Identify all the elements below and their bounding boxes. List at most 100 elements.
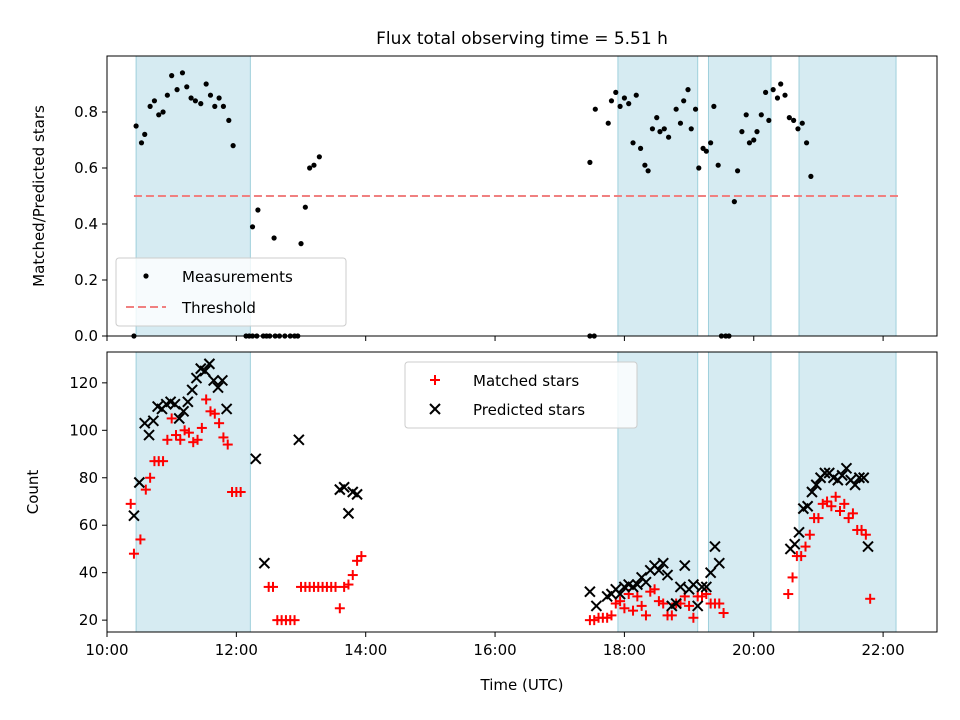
legend-label-matched: Matched stars <box>473 372 579 390</box>
predicted-stars-point <box>614 588 626 600</box>
x-tick-label: 22:00 <box>861 641 904 659</box>
chart-title: Flux total observing time = 5.51 h <box>376 29 668 49</box>
shaded-interval <box>798 351 897 633</box>
x-stroke <box>186 384 198 396</box>
x-tick-label: 20:00 <box>732 641 775 659</box>
predicted-stars-point <box>216 374 229 387</box>
bottom-y-axis-label: Count <box>24 470 42 515</box>
measurement-point <box>696 165 702 171</box>
x-stroke <box>853 472 866 484</box>
matched-stars-point <box>666 610 677 621</box>
predicted-stars-point <box>713 557 725 569</box>
predicted-stars-point <box>670 597 682 610</box>
predicted-stars-point <box>862 540 874 553</box>
matched-stars-point <box>860 529 871 540</box>
y-tick-label: 0.8 <box>74 103 98 121</box>
predicted-stars-point <box>661 569 674 581</box>
x-tick-label: 10:00 <box>85 641 128 659</box>
measurement-point <box>626 101 632 107</box>
matched-stars-point <box>718 608 729 619</box>
x-stroke <box>691 600 704 612</box>
predicted-stars-point <box>857 472 870 484</box>
measurement-point <box>203 81 209 87</box>
x-stroke <box>133 476 146 489</box>
measurement-point <box>184 84 190 90</box>
x-stroke <box>810 479 822 491</box>
x-stroke <box>338 481 350 493</box>
matched-stars-point <box>714 598 725 609</box>
legend-marker-predicted <box>429 403 441 415</box>
predicted-stars-point <box>810 479 822 491</box>
measurement-point <box>608 98 615 104</box>
measurement-point <box>630 140 636 146</box>
x-stroke <box>164 396 177 408</box>
predicted-stars-point <box>258 557 271 569</box>
predicted-stars-point <box>293 434 305 446</box>
measurement-point <box>645 168 651 174</box>
measurement-point <box>298 241 304 247</box>
predicted-stars-point <box>700 581 713 593</box>
predicted-stars-point <box>806 486 818 498</box>
matched-stars-point <box>783 589 794 600</box>
predicted-stars-point <box>853 472 866 484</box>
y-tick-label: 0.6 <box>74 159 98 177</box>
y-tick-label: 0.2 <box>74 271 98 289</box>
x-stroke <box>199 365 211 377</box>
x-stroke <box>347 486 359 498</box>
top-panel: 0.0 0.2 0.4 0.6 0.8 Measurements Threshold <box>74 55 938 345</box>
y-tick-label: 120 <box>69 374 98 392</box>
top-y-axis-label: Matched/Predicted stars <box>30 105 48 287</box>
matched-stars-point <box>128 548 139 559</box>
x-stroke <box>342 507 355 520</box>
matched-stars-point <box>158 456 169 467</box>
measurement-point <box>212 103 218 109</box>
predicted-stars-point <box>709 540 721 553</box>
measurement-point <box>677 120 684 126</box>
matched-stars-point <box>209 408 220 419</box>
x-stroke <box>173 412 185 425</box>
matched-stars-point <box>268 581 278 592</box>
x-stroke <box>143 429 155 441</box>
x-stroke <box>806 486 818 498</box>
matched-stars-point <box>235 487 246 497</box>
measurement-point <box>808 173 814 179</box>
x-stroke <box>128 510 140 522</box>
matched-stars-point <box>826 501 837 512</box>
y-tick-label: 20 <box>79 611 98 629</box>
matched-stars-point <box>606 610 617 621</box>
predicted-stars-point <box>793 526 805 539</box>
matched-stars-point <box>192 434 203 445</box>
measurement-point <box>617 103 623 109</box>
x-stroke <box>653 564 665 577</box>
measurement-point <box>133 123 139 129</box>
measurement-point <box>734 168 741 174</box>
measurement-point <box>758 112 764 118</box>
y-tick-label: 40 <box>79 564 98 582</box>
predicted-stars-point <box>169 398 181 410</box>
measurement-point <box>795 126 801 132</box>
matched-stars-point <box>218 432 229 443</box>
measurement-point <box>649 126 656 132</box>
x-stroke <box>258 557 271 569</box>
x-stroke <box>819 467 831 479</box>
measurement-point <box>715 162 721 168</box>
predicted-stars-point <box>653 564 665 577</box>
predicted-stars-point <box>657 557 669 569</box>
predicted-stars-point <box>584 585 596 598</box>
measurement-point <box>188 95 194 101</box>
x-stroke <box>614 588 626 600</box>
matched-stars-point <box>787 572 798 583</box>
matched-stars-point <box>658 598 669 609</box>
measurement-point <box>605 120 611 126</box>
measurement-point <box>147 103 153 109</box>
measurement-point <box>271 235 277 241</box>
matched-stars-point <box>175 434 186 445</box>
predicted-stars-point <box>338 481 350 493</box>
matched-stars-point <box>640 610 651 621</box>
predicted-stars-point <box>128 510 140 522</box>
x-tick-label: 16:00 <box>473 641 516 659</box>
matched-stars-point <box>804 529 815 540</box>
measurement-point <box>587 159 593 165</box>
measurement-point <box>665 134 672 140</box>
